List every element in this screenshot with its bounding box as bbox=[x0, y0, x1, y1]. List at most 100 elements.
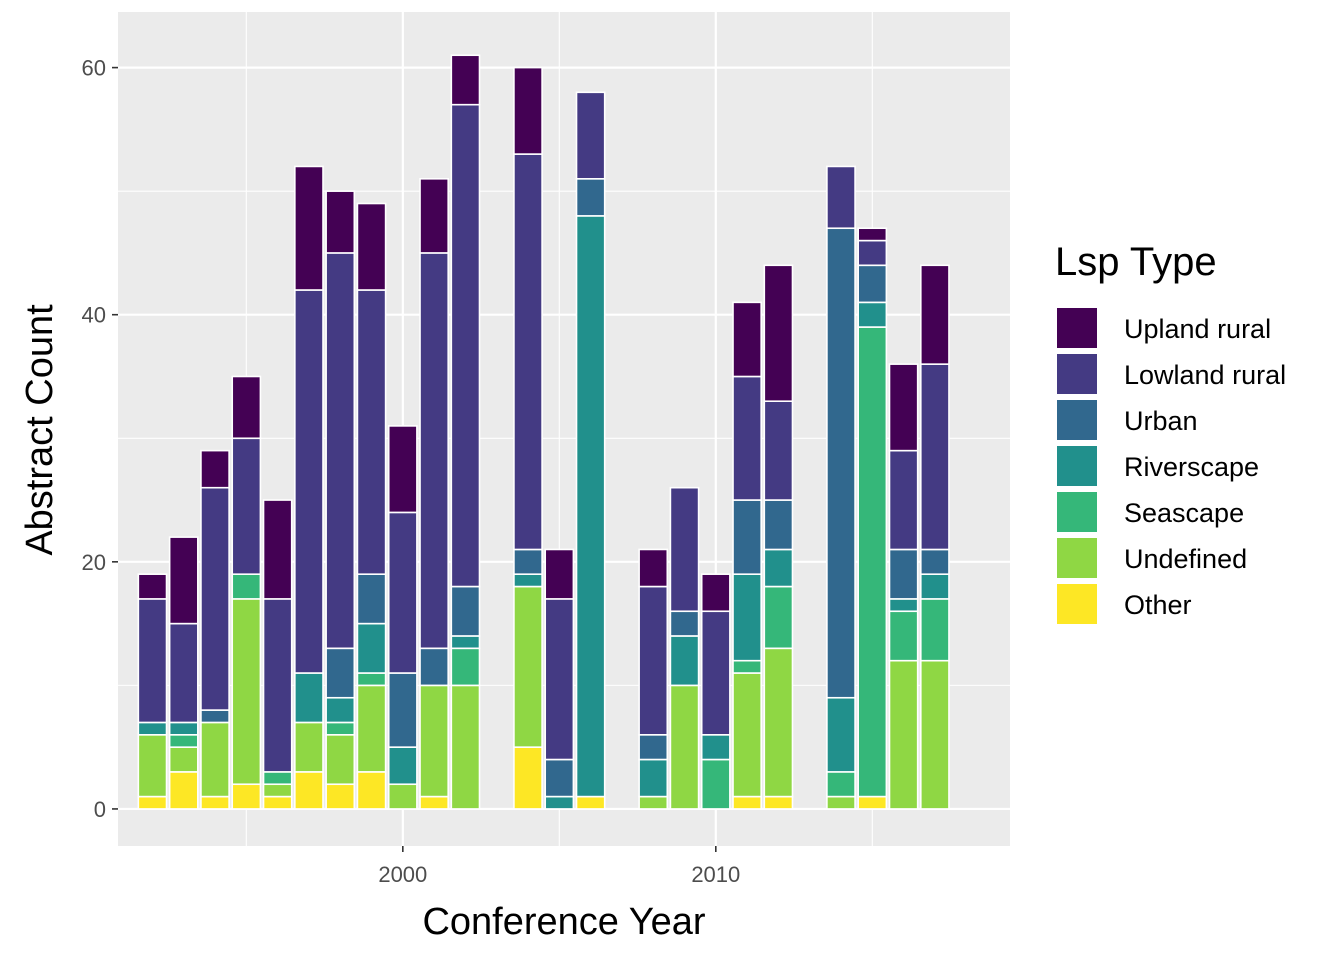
bar-segment-seascape bbox=[231, 573, 262, 600]
bar-segment-undefined bbox=[356, 684, 387, 773]
bar-segment-other bbox=[763, 795, 794, 810]
legend-title: Lsp Type bbox=[1055, 240, 1217, 284]
bar-segment-seascape bbox=[732, 659, 762, 674]
bar-segment-lowland-rural bbox=[231, 437, 262, 575]
bar-segment-upland-rural bbox=[325, 190, 356, 254]
bar-segment-upland-rural bbox=[857, 227, 888, 242]
x-axis: 2000 2010 bbox=[378, 846, 740, 887]
bar-segment-riverscape bbox=[168, 721, 199, 736]
bar-segment-lowland-rural bbox=[325, 252, 356, 650]
bar-segment-urban bbox=[387, 672, 418, 748]
bar-segment-other bbox=[857, 795, 888, 810]
bar-segment-urban bbox=[857, 264, 888, 304]
x-axis-title: Conference Year bbox=[422, 901, 705, 943]
bar-segment-riverscape bbox=[826, 696, 856, 773]
bar-segment-lowland-rural bbox=[168, 622, 199, 724]
y-axis: 0 20 40 60 bbox=[82, 56, 118, 822]
bar-segment-lowland-rural bbox=[387, 511, 418, 674]
bar-segment-seascape bbox=[356, 672, 387, 687]
legend-key-riverscape bbox=[1057, 446, 1097, 486]
bar-segment-other bbox=[513, 746, 543, 810]
bar-segment-undefined bbox=[919, 659, 950, 810]
legend-key-other bbox=[1057, 584, 1097, 624]
bar-segment-undefined bbox=[638, 795, 669, 810]
bar-segment-undefined bbox=[513, 585, 543, 748]
bar-segment-seascape bbox=[888, 610, 919, 662]
legend-label-other: Other bbox=[1124, 590, 1192, 620]
bar-segment-upland-rural bbox=[168, 536, 199, 625]
bar-segment-lowland-rural bbox=[700, 610, 731, 736]
bar-segment-upland-rural bbox=[137, 573, 168, 600]
bar-segment-undefined bbox=[450, 684, 481, 810]
bar-segment-seascape bbox=[168, 733, 199, 748]
bar-segment-lowland-rural bbox=[638, 585, 669, 736]
bar-segment-undefined bbox=[231, 598, 262, 786]
bar-segment-undefined bbox=[732, 672, 762, 798]
bar-segment-seascape bbox=[450, 647, 481, 687]
bar-segment-lowland-rural bbox=[888, 449, 919, 551]
bar-segment-urban bbox=[544, 758, 575, 798]
bar-segment-undefined bbox=[888, 659, 919, 810]
bar-segment-urban bbox=[356, 573, 387, 625]
bar-segment-riverscape bbox=[638, 758, 669, 798]
bar-segment-urban bbox=[419, 647, 449, 687]
y-tick-label: 0 bbox=[94, 797, 106, 822]
bar-segment-seascape bbox=[763, 585, 794, 650]
bar-segment-seascape bbox=[919, 598, 950, 662]
bar-segment-urban bbox=[325, 647, 356, 699]
bar-segment-undefined bbox=[419, 684, 449, 798]
bar-segment-lowland-rural bbox=[732, 375, 762, 501]
bar-segment-riverscape bbox=[325, 696, 356, 724]
bar-segment-lowland-rural bbox=[826, 165, 856, 230]
bar-segment-other bbox=[231, 783, 262, 810]
bar-segment-upland-rural bbox=[356, 202, 387, 291]
bar-segment-upland-rural bbox=[450, 54, 481, 106]
bar-segment-urban bbox=[638, 733, 669, 761]
bar-segment-riverscape bbox=[700, 733, 731, 761]
bar-segment-riverscape bbox=[294, 672, 324, 724]
bar-segment-undefined bbox=[763, 647, 794, 798]
bar-segment-lowland-rural bbox=[857, 239, 888, 267]
bar-segment-lowland-rural bbox=[419, 252, 449, 650]
bar-segment-lowland-rural bbox=[513, 153, 543, 551]
bar-segment-other bbox=[262, 795, 293, 810]
bar-segment-undefined bbox=[325, 733, 356, 786]
bar-segment-lowland-rural bbox=[575, 91, 606, 180]
legend-label-seascape: Seascape bbox=[1124, 498, 1244, 528]
bar-segment-urban bbox=[763, 499, 794, 551]
bar-segment-other bbox=[732, 795, 762, 810]
legend-label-urban: Urban bbox=[1124, 406, 1198, 436]
bar-segment-urban bbox=[200, 709, 230, 724]
bar-segment-undefined bbox=[137, 733, 168, 798]
bar-segment-upland-rural bbox=[544, 548, 575, 600]
bar-segment-other bbox=[575, 795, 606, 810]
bar-segment-upland-rural bbox=[387, 425, 418, 514]
bar-segment-lowland-rural bbox=[669, 486, 700, 613]
bar-segment-upland-rural bbox=[419, 178, 449, 254]
bar-segment-lowland-rural bbox=[544, 598, 575, 761]
bar-segment-riverscape bbox=[575, 215, 606, 798]
bar-segment-other bbox=[137, 795, 168, 810]
bar-segment-riverscape bbox=[763, 548, 794, 588]
bar-segment-upland-rural bbox=[513, 66, 543, 155]
bar-segment-other bbox=[168, 771, 199, 810]
bar-segment-upland-rural bbox=[919, 264, 950, 365]
bar-segment-riverscape bbox=[888, 598, 919, 613]
bar-segment-riverscape bbox=[387, 746, 418, 786]
bar-segment-riverscape bbox=[513, 573, 543, 588]
legend-key-upland-rural bbox=[1057, 308, 1097, 348]
bar-segment-urban bbox=[888, 548, 919, 600]
bar-segment-urban bbox=[513, 548, 543, 575]
bars bbox=[137, 54, 950, 810]
bar-segment-lowland-rural bbox=[919, 363, 950, 551]
bar-segment-undefined bbox=[387, 783, 418, 810]
bar-segment-upland-rural bbox=[638, 548, 669, 588]
bar-segment-urban bbox=[669, 610, 700, 637]
bar-segment-riverscape bbox=[669, 635, 700, 687]
bar-segment-riverscape bbox=[919, 573, 950, 600]
legend-key-undefined bbox=[1057, 538, 1097, 578]
bar-segment-upland-rural bbox=[200, 449, 230, 489]
legend: Lsp Type Upland rural Lowland rural Urban R… bbox=[1055, 240, 1286, 624]
y-tick-label: 40 bbox=[82, 303, 106, 328]
